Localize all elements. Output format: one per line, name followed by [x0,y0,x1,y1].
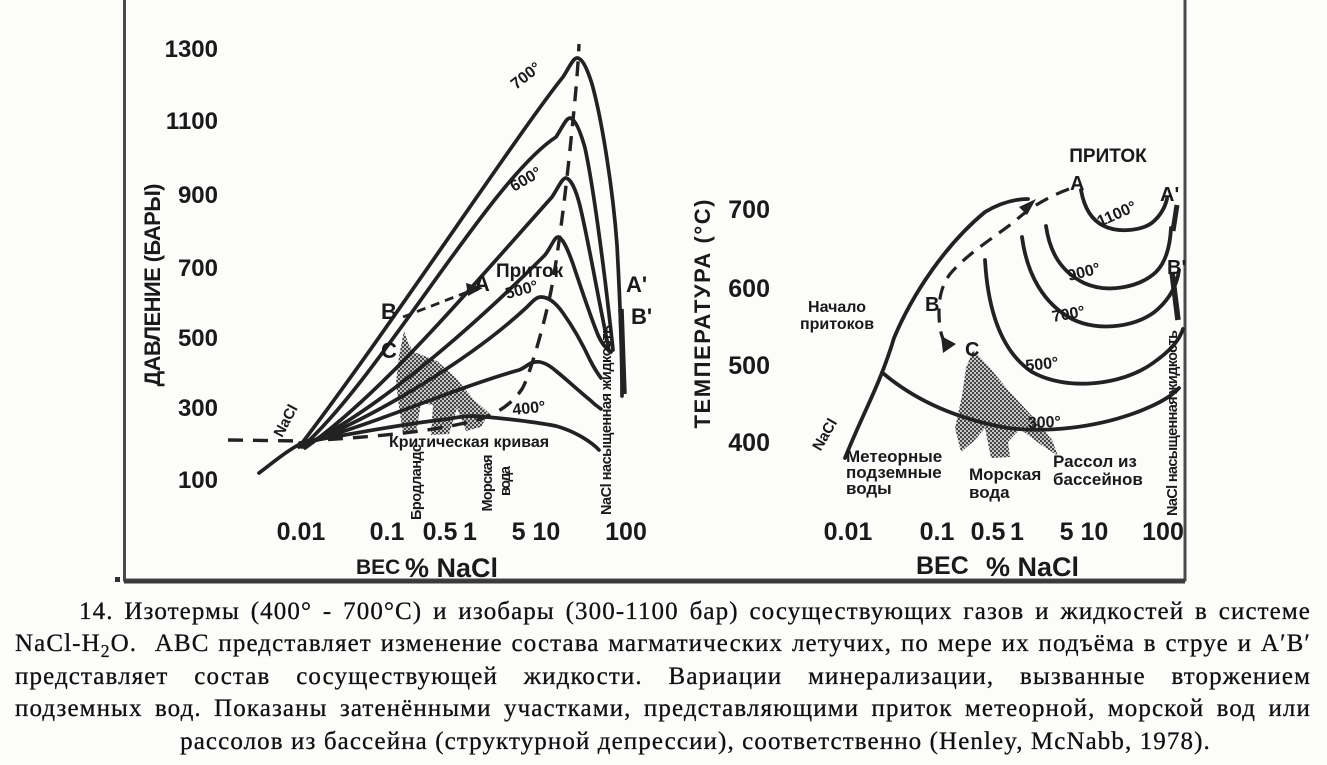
svg-text:притоков: притоков [800,316,874,333]
svg-text:1: 1 [1010,518,1024,546]
svg-text:0.5: 0.5 [423,518,458,546]
svg-text:100: 100 [178,467,218,494]
svg-text:бассейнов: бассейнов [1053,470,1143,489]
svg-text:300: 300 [178,395,218,422]
svg-text:подземные: подземные [846,463,942,482]
svg-text:% NaCl: % NaCl [405,553,498,583]
svg-text:ПРИТОК: ПРИТОК [1069,146,1147,167]
svg-text:NaCl: NaCl [270,402,301,440]
svg-text:500: 500 [178,325,218,352]
svg-text:600: 600 [728,275,770,303]
svg-text:A': A' [626,272,647,297]
svg-text:Бродландс: Бродландс [409,444,425,520]
svg-text:C: C [381,338,397,363]
svg-text:Критическая кривая: Критическая кривая [389,434,549,451]
svg-text:NaCl: NaCl [809,416,841,454]
svg-text:A': A' [1160,184,1179,206]
svg-text:ВЕС: ВЕС [356,556,400,579]
svg-text:B': B' [631,304,652,329]
svg-text:1300: 1300 [165,36,218,63]
svg-text:NaCl насыщенная жидкость: NaCl насыщенная жидкость [599,325,615,515]
svg-text:100: 100 [605,518,647,546]
svg-text:0.01: 0.01 [824,518,873,546]
svg-text:400: 400 [728,429,770,457]
svg-text:A: A [1070,173,1084,195]
svg-text:700°: 700° [508,59,545,93]
svg-text:Морская: Морская [969,465,1041,484]
svg-text:1100: 1100 [166,108,218,135]
svg-text:ТЕМПЕРАТУРА (°С): ТЕМПЕРАТУРА (°С) [690,200,715,429]
svg-text:B: B [381,299,397,324]
svg-text:ДАВЛЕНИЕ (БАРЫ): ДАВЛЕНИЕ (БАРЫ) [140,184,165,387]
svg-text:C: C [965,339,979,361]
svg-text:400°: 400° [512,399,547,419]
svg-text:B': B' [1167,257,1186,279]
svg-text:500: 500 [728,352,770,380]
svg-text:0.5: 0.5 [971,518,1006,546]
svg-text:100: 100 [1142,518,1184,546]
svg-text:воды: воды [846,479,892,498]
svg-text:5 10: 5 10 [1060,518,1109,546]
svg-text:900°: 900° [1066,260,1102,285]
svg-text:700°: 700° [1051,303,1087,325]
svg-text:Начало: Начало [808,299,866,316]
svg-text:B: B [925,294,939,316]
svg-text:A: A [474,271,490,296]
svg-text:0.1: 0.1 [920,518,955,546]
svg-text:Морская: Морская [480,455,496,512]
svg-text:700: 700 [178,255,218,282]
svg-text:Метеорные: Метеорные [846,447,942,466]
svg-text:вода: вода [969,483,1010,502]
svg-text:Рассол из: Рассол из [1053,452,1137,471]
svg-text:вода: вода [498,465,514,496]
svg-text:ВЕС: ВЕС [916,552,969,580]
svg-text:300°: 300° [1028,414,1062,432]
svg-text:0.01: 0.01 [277,518,326,546]
svg-text:5 10: 5 10 [512,518,561,546]
svg-text:500°: 500° [1025,355,1060,375]
svg-text:600°: 600° [508,164,545,195]
svg-text:% NaCl: % NaCl [986,552,1079,582]
svg-text:1: 1 [463,518,477,546]
svg-text:NaCl насыщенная жидкость: NaCl насыщенная жидкость [1165,330,1181,516]
svg-text:700: 700 [728,196,770,224]
svg-text:0.1: 0.1 [370,518,405,546]
svg-text:900: 900 [178,182,218,209]
svg-text:1100°: 1100° [1095,198,1139,230]
svg-text:Приток: Приток [496,261,564,282]
